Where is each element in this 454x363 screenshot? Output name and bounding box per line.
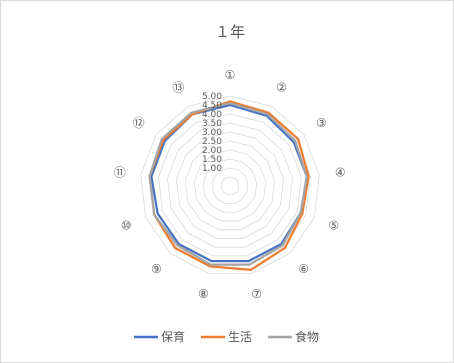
grid-ring xyxy=(140,95,320,274)
tick-label: 1.00 xyxy=(202,164,222,174)
grid-ring xyxy=(202,158,258,213)
category-label: ④ xyxy=(335,166,346,180)
grid-ring xyxy=(167,122,293,248)
legend-label: 生活 xyxy=(228,330,252,344)
tick-label: 4.00 xyxy=(202,110,222,120)
category-label: ⑬ xyxy=(172,81,184,95)
tick-label: 4.50 xyxy=(202,101,222,111)
category-label: ⑨ xyxy=(151,262,162,276)
series-line xyxy=(148,102,308,266)
tick-label: 1.50 xyxy=(202,155,222,165)
grid-ring xyxy=(193,149,267,222)
category-label: ① xyxy=(225,68,236,82)
series-line xyxy=(148,100,310,271)
radar-series xyxy=(148,100,310,271)
grid-ring xyxy=(175,131,285,239)
chart-title: １年 xyxy=(215,23,245,41)
grid-ring xyxy=(184,140,276,231)
grid-ring xyxy=(211,167,249,204)
category-label: ② xyxy=(276,81,287,95)
tick-label: 2.50 xyxy=(202,137,222,147)
category-label: ⑤ xyxy=(328,218,339,232)
grid-ring xyxy=(158,113,302,257)
category-labels: ① ② ③ ④ ⑤ ⑥ ⑦ ⑧ ⑨ ⑩ ⑪ ⑫ ⑬ xyxy=(114,68,346,301)
grid-ring xyxy=(220,176,240,196)
category-label: ⑥ xyxy=(298,262,309,276)
category-label: ③ xyxy=(316,116,327,130)
category-label: ⑪ xyxy=(114,166,126,180)
legend: 保育 生活 食物 xyxy=(134,329,319,344)
tick-label: 3.50 xyxy=(202,119,222,129)
tick-label: 5.00 xyxy=(202,92,222,102)
legend-label: 保育 xyxy=(161,329,185,344)
radial-tick-labels: 1.001.502.002.503.003.504.004.505.00 xyxy=(202,92,222,174)
category-label: ⑫ xyxy=(133,116,145,130)
radar-grid xyxy=(140,95,320,274)
tick-label: 2.00 xyxy=(202,146,222,156)
category-label: ⑧ xyxy=(198,287,209,301)
tick-label: 3.00 xyxy=(202,128,222,138)
legend-label: 食物 xyxy=(295,329,319,344)
category-label: ⑦ xyxy=(251,287,262,301)
series-line xyxy=(150,103,308,263)
category-label: ⑩ xyxy=(121,218,132,232)
